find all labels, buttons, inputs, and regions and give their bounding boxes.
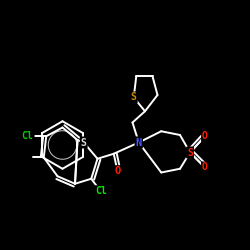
Text: S: S (131, 92, 137, 102)
Text: O: O (202, 131, 208, 141)
Text: S: S (81, 138, 87, 147)
Text: Cl: Cl (22, 131, 34, 141)
Text: N: N (136, 138, 142, 147)
Text: O: O (202, 162, 208, 172)
Text: O: O (114, 166, 120, 176)
Text: S: S (187, 148, 193, 158)
Text: Cl: Cl (96, 186, 107, 196)
